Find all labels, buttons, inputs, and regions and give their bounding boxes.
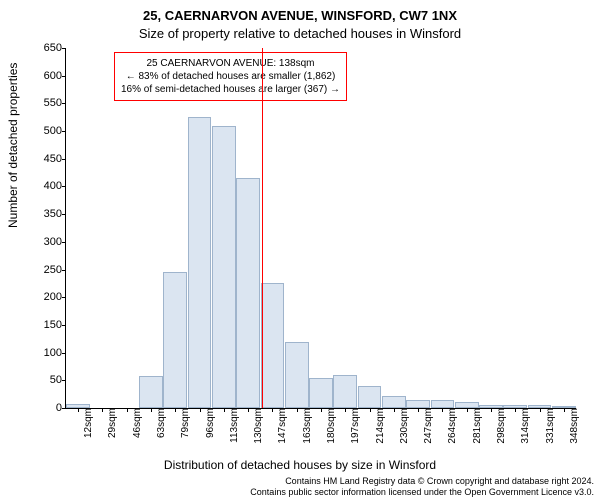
y-tick-mark (62, 270, 66, 271)
chart-container: 25, CAERNARVON AVENUE, WINSFORD, CW7 1NX… (0, 0, 600, 500)
x-tick-label: 180sqm (324, 408, 337, 444)
x-tick-mark (175, 408, 176, 412)
x-tick-label: 113sqm (227, 408, 240, 443)
x-tick-label: 230sqm (397, 408, 410, 444)
y-axis-label: Number of detached properties (6, 63, 20, 228)
histogram-bar (139, 376, 163, 408)
chart-title-line2: Size of property relative to detached ho… (0, 26, 600, 41)
annotation-line2: ← 83% of detached houses are smaller (1,… (121, 70, 340, 83)
y-tick-mark (62, 159, 66, 160)
x-tick-label: 247sqm (421, 408, 434, 444)
x-tick-label: 96sqm (203, 408, 216, 438)
x-tick-mark (248, 408, 249, 412)
x-tick-label: 163sqm (300, 408, 313, 444)
x-tick-label: 348sqm (567, 408, 580, 444)
x-tick-label: 147sqm (275, 408, 288, 444)
x-tick-mark (272, 408, 273, 412)
x-tick-label: 214sqm (373, 408, 386, 444)
y-tick-mark (62, 325, 66, 326)
y-tick-mark (62, 297, 66, 298)
histogram-bar (188, 117, 212, 408)
x-tick-label: 314sqm (518, 408, 531, 444)
x-tick-mark (564, 408, 565, 412)
annotation-line3: 16% of semi-detached houses are larger (… (121, 83, 340, 96)
x-tick-mark (321, 408, 322, 412)
x-tick-mark (442, 408, 443, 412)
y-tick-mark (62, 131, 66, 132)
x-tick-mark (127, 408, 128, 412)
y-tick-mark (62, 103, 66, 104)
y-tick-mark (62, 186, 66, 187)
y-tick-mark (62, 76, 66, 77)
x-tick-label: 46sqm (130, 408, 143, 438)
histogram-bar (358, 386, 382, 408)
x-tick-mark (515, 408, 516, 412)
footer-line2: Contains public sector information licen… (250, 487, 594, 498)
reference-line (262, 48, 263, 408)
x-tick-mark (102, 408, 103, 412)
plot-area: 25 CAERNARVON AVENUE: 138sqm ← 83% of de… (65, 48, 576, 409)
annotation-box: 25 CAERNARVON AVENUE: 138sqm ← 83% of de… (114, 52, 347, 101)
histogram-bar (261, 283, 285, 408)
footer-line1: Contains HM Land Registry data © Crown c… (250, 476, 594, 487)
footer-attribution: Contains HM Land Registry data © Crown c… (250, 476, 594, 498)
x-tick-mark (78, 408, 79, 412)
y-tick-mark (62, 48, 66, 49)
x-tick-label: 130sqm (251, 408, 264, 444)
x-tick-mark (297, 408, 298, 412)
x-tick-mark (370, 408, 371, 412)
x-tick-label: 264sqm (445, 408, 458, 444)
x-tick-mark (467, 408, 468, 412)
x-tick-mark (200, 408, 201, 412)
x-tick-mark (491, 408, 492, 412)
x-tick-mark (224, 408, 225, 412)
y-tick-mark (62, 408, 66, 409)
histogram-bar (333, 375, 357, 408)
histogram-bar (236, 178, 260, 408)
x-tick-label: 298sqm (494, 408, 507, 444)
x-tick-mark (151, 408, 152, 412)
x-tick-label: 12sqm (81, 408, 94, 438)
y-tick-mark (62, 214, 66, 215)
x-axis-label: Distribution of detached houses by size … (0, 458, 600, 472)
histogram-bar (212, 126, 236, 408)
x-tick-label: 29sqm (105, 408, 118, 438)
histogram-bar (309, 378, 333, 408)
x-tick-label: 63sqm (154, 408, 167, 438)
annotation-line1: 25 CAERNARVON AVENUE: 138sqm (121, 57, 340, 70)
x-tick-label: 281sqm (470, 408, 483, 444)
y-tick-mark (62, 380, 66, 381)
y-tick-mark (62, 353, 66, 354)
histogram-bar (406, 400, 430, 408)
histogram-bar (285, 342, 309, 408)
x-tick-mark (394, 408, 395, 412)
histogram-bar (163, 272, 187, 408)
x-tick-mark (345, 408, 346, 412)
y-tick-mark (62, 242, 66, 243)
histogram-bar (431, 400, 455, 408)
x-tick-mark (540, 408, 541, 412)
chart-title-line1: 25, CAERNARVON AVENUE, WINSFORD, CW7 1NX (0, 8, 600, 23)
x-tick-mark (418, 408, 419, 412)
x-tick-label: 197sqm (348, 408, 361, 444)
x-tick-label: 79sqm (178, 408, 191, 438)
histogram-bar (382, 396, 406, 408)
x-tick-label: 331sqm (543, 408, 556, 444)
